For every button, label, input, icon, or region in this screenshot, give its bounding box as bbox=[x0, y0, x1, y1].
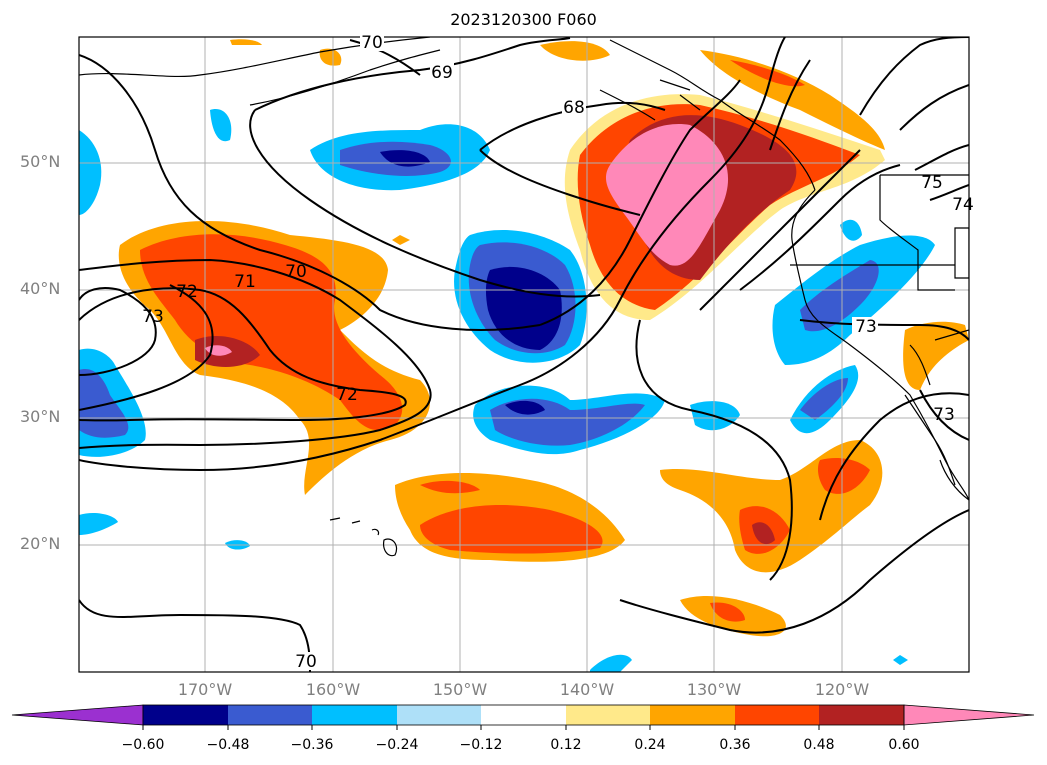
lon-tick-label: 130°W bbox=[686, 680, 742, 699]
contour-73-east bbox=[799, 319, 969, 341]
pos-anomaly-region-top bbox=[540, 41, 610, 61]
lon-tick-label: 120°W bbox=[814, 680, 870, 699]
colorbar bbox=[11, 704, 1035, 730]
contour-label: 70 bbox=[361, 33, 383, 53]
contour-69 bbox=[254, 37, 571, 111]
lon-tick-label: 140°W bbox=[559, 680, 615, 699]
contour-label: 72 bbox=[176, 282, 198, 302]
graticule bbox=[79, 37, 969, 672]
contour-68 bbox=[479, 101, 666, 151]
colorbar-tick-label: 0.36 bbox=[719, 737, 751, 753]
map-title: 2023120300 F060 bbox=[450, 10, 597, 29]
colorbar-tick-label: −0.24 bbox=[375, 737, 419, 753]
anomaly-fill bbox=[79, 39, 969, 672]
contour-label: 75 bbox=[921, 173, 943, 193]
contour-label: 73 bbox=[855, 317, 877, 337]
contour-label: 69 bbox=[431, 63, 453, 83]
colorbar-tick-label: −0.60 bbox=[121, 737, 165, 753]
contour-label: 73 bbox=[142, 307, 164, 327]
contour-71 bbox=[79, 258, 432, 449]
pos-anomaly-region-pnw-extreme bbox=[605, 124, 729, 266]
coastlines bbox=[79, 37, 969, 557]
hawaii-islands bbox=[329, 517, 398, 557]
lon-tick-label: 150°W bbox=[432, 680, 488, 699]
lat-tick-label: 50°N bbox=[20, 152, 61, 171]
contour-label: 70 bbox=[295, 652, 317, 672]
contour-label: 72 bbox=[336, 385, 358, 405]
pos-anomaly-region-topright bbox=[700, 50, 885, 150]
contour-label: 74 bbox=[952, 195, 974, 215]
colorbar-tick-label: 0.48 bbox=[803, 737, 835, 753]
lat-tick-label: 20°N bbox=[20, 534, 61, 553]
colorbar-extend-min bbox=[11, 704, 144, 726]
height-contours bbox=[79, 37, 969, 672]
colorbar-extend-max bbox=[903, 704, 1035, 726]
contour-70-north bbox=[79, 54, 541, 331]
colorbar-tick-label: −0.48 bbox=[206, 737, 250, 753]
contour-72 bbox=[79, 287, 407, 422]
baja-coast bbox=[904, 394, 969, 501]
colorbar-tick-label: −0.36 bbox=[290, 737, 334, 753]
contour-label: 71 bbox=[234, 272, 256, 292]
colorbar-tick-label: 0.60 bbox=[888, 737, 920, 753]
colorbar-tick-label: 0.12 bbox=[550, 737, 582, 753]
lon-tick-label: 170°W bbox=[177, 680, 233, 699]
lat-tick-label: 40°N bbox=[20, 279, 61, 298]
lon-tick-label: 160°W bbox=[305, 680, 361, 699]
lat-tick-label: 30°N bbox=[20, 407, 61, 426]
contour-label: 73 bbox=[933, 405, 955, 425]
contour-73-west bbox=[79, 287, 157, 376]
contour-label: 68 bbox=[563, 98, 585, 118]
contour-label-group: 70 69 68 71 70 72 73 72 73 73 74 75 70 bbox=[142, 33, 974, 672]
colorbar-tick-label: 0.24 bbox=[634, 737, 666, 753]
map-frame bbox=[78, 36, 970, 673]
contour-label: 70 bbox=[285, 262, 307, 282]
colorbar-tick-label: −0.12 bbox=[459, 737, 503, 753]
